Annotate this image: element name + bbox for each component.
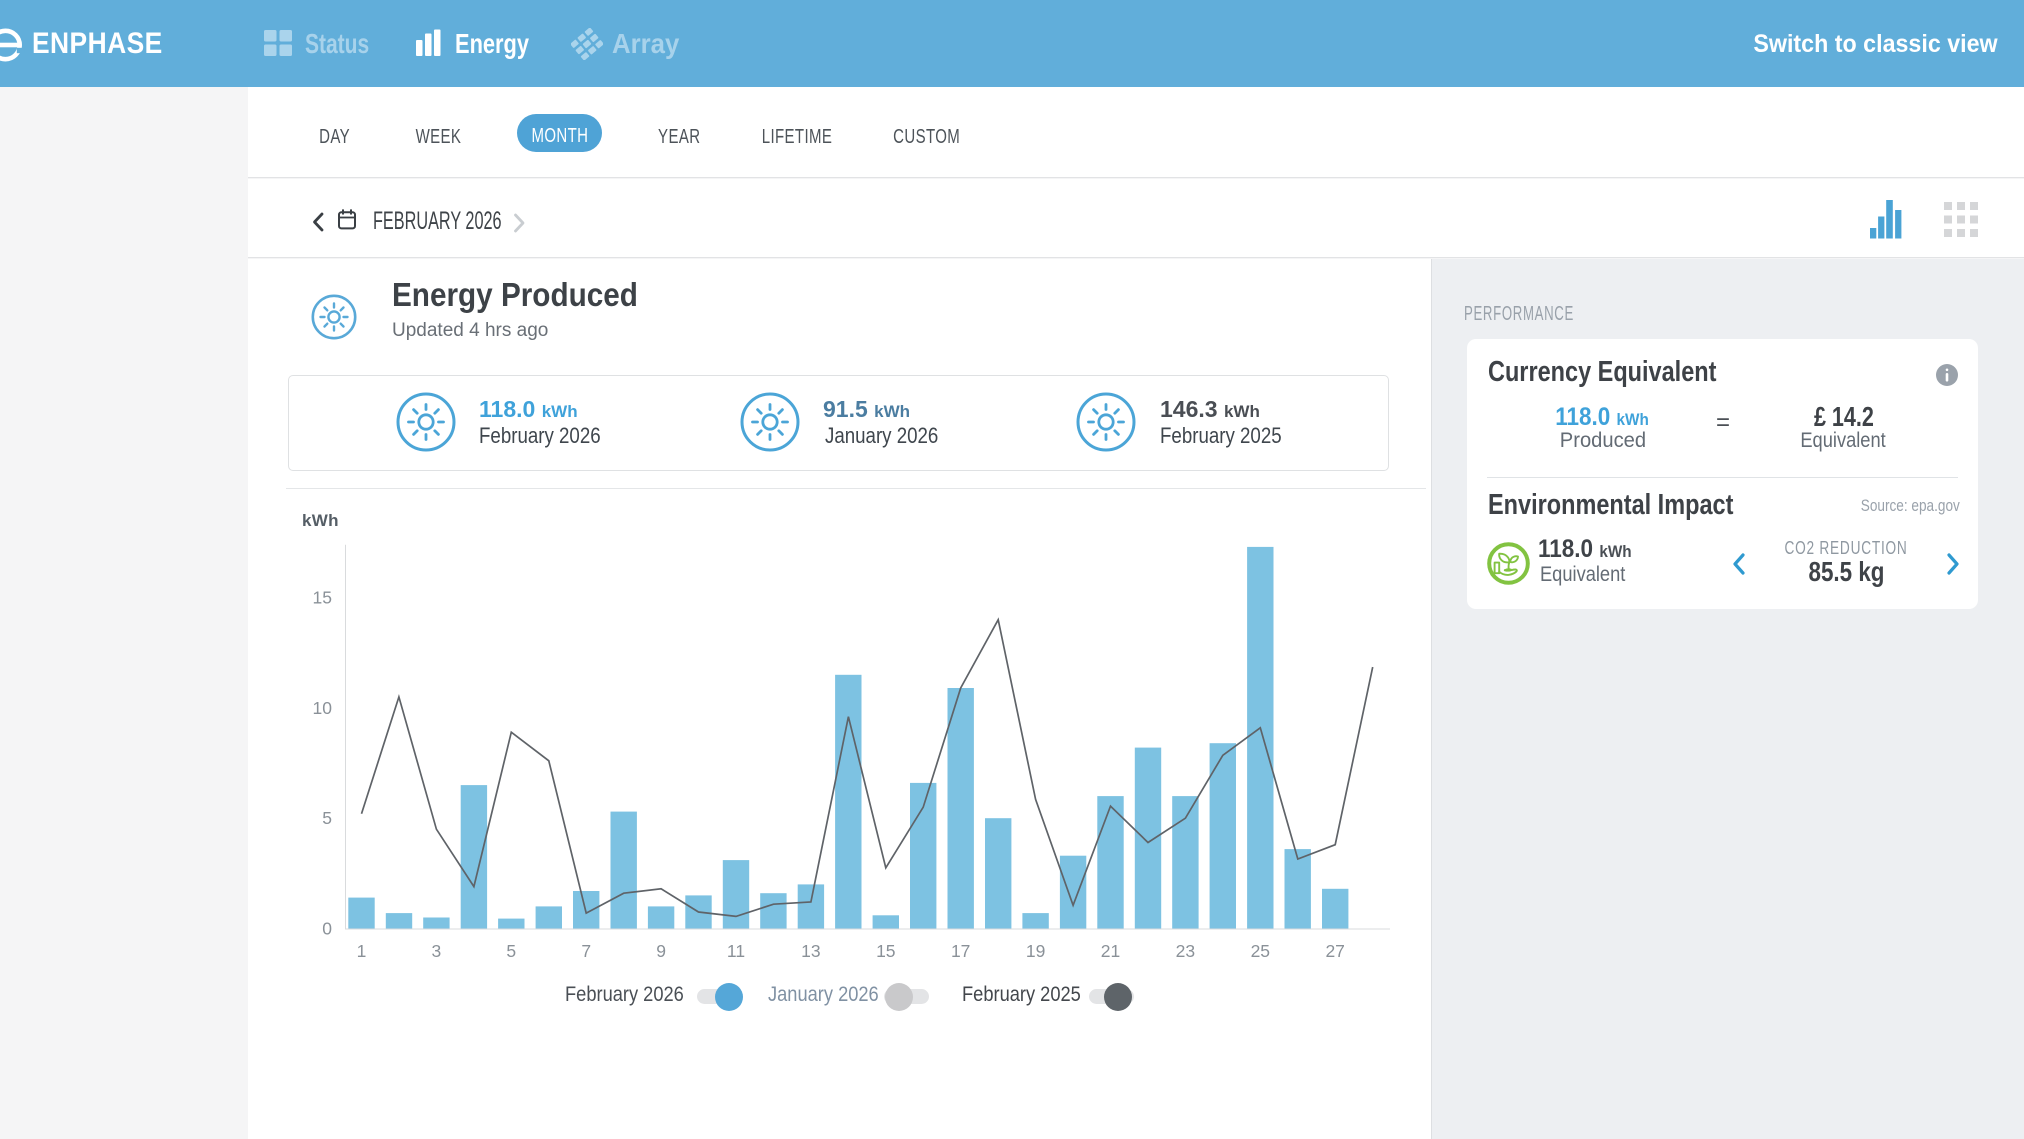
- svg-text:1: 1: [357, 941, 367, 961]
- svg-text:0: 0: [322, 919, 332, 939]
- svg-text:23: 23: [1176, 941, 1195, 961]
- svg-text:19: 19: [1026, 941, 1045, 961]
- svg-text:10: 10: [313, 698, 333, 718]
- svg-text:21: 21: [1101, 941, 1120, 961]
- svg-text:15: 15: [313, 588, 332, 608]
- svg-text:13: 13: [801, 941, 820, 961]
- svg-text:7: 7: [581, 941, 591, 961]
- svg-text:5: 5: [506, 941, 516, 961]
- svg-text:5: 5: [322, 808, 332, 828]
- svg-text:17: 17: [951, 941, 970, 961]
- svg-text:11: 11: [727, 941, 745, 961]
- svg-text:27: 27: [1325, 941, 1344, 961]
- svg-text:25: 25: [1251, 941, 1270, 961]
- svg-text:3: 3: [432, 941, 442, 961]
- svg-text:15: 15: [876, 941, 895, 961]
- svg-text:9: 9: [656, 941, 666, 961]
